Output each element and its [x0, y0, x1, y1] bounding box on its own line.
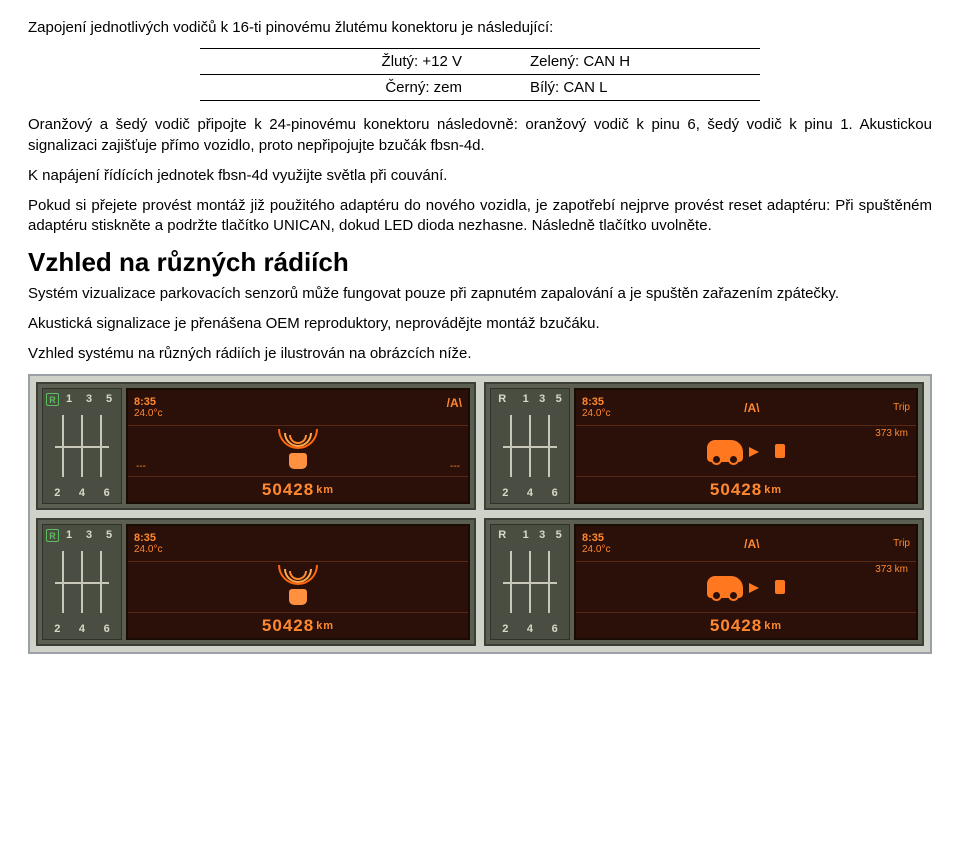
- parking-sensor-icon: [273, 429, 323, 474]
- clock-value: 8:35: [134, 396, 162, 408]
- odometer-value: 50428: [710, 480, 762, 500]
- paragraph: Pokud si přejete provést montáž již použ…: [28, 196, 932, 237]
- radio-display: 8:35 24.0°c /A\ --- --- 504: [126, 388, 470, 504]
- odometer-value: 50428: [710, 616, 762, 636]
- car-icon: [707, 440, 743, 462]
- gear-num: 2: [502, 623, 508, 635]
- gear-num: 2: [54, 623, 60, 635]
- gear-num: 6: [552, 487, 558, 499]
- paragraph: Oranžový a šedý vodič připojte k 24-pino…: [28, 115, 932, 156]
- gear-num: 6: [104, 623, 110, 635]
- dash-panel: R 1 3 5 2 4 6: [36, 518, 476, 646]
- clock-value: 8:35: [582, 532, 610, 544]
- odometer-unit: km: [764, 620, 782, 632]
- odometer-value: 50428: [262, 480, 314, 500]
- gear-num: 4: [79, 623, 85, 635]
- clock-value: 8:35: [134, 532, 162, 544]
- arrow-icon: [749, 444, 769, 458]
- gear-pattern-icon: [53, 407, 111, 485]
- wire-cell: Žlutý: +12 V: [200, 49, 480, 75]
- status-icon: /A\: [447, 396, 462, 410]
- gear-indicator: R 1 3 5 2 4 6: [42, 388, 122, 504]
- car-icon: [707, 576, 743, 598]
- dashboard-illustrations: R 1 3 5 2 4 6: [28, 374, 932, 654]
- wire-cell: Bílý: CAN L: [480, 75, 760, 101]
- odometer-value: 50428: [262, 616, 314, 636]
- paragraph: K napájení řídících jednotek fbsn-4d vyu…: [28, 166, 932, 186]
- sensor-distance: ---: [136, 461, 146, 472]
- radio-display: 8:35 24.0°c /A\ Trip 373 km: [574, 388, 918, 504]
- dash-panel: R 1 3 5 2 4 6: [484, 382, 924, 510]
- trip-label: Trip: [893, 538, 910, 549]
- odometer-unit: km: [316, 484, 334, 496]
- gear-indicator: R 1 3 5 2 4 6: [42, 524, 122, 640]
- gear-num: 1: [523, 393, 529, 405]
- wire-table: Žlutý: +12 V Zelený: CAN H Černý: zem Bí…: [200, 48, 760, 101]
- gear-indicator: R 1 3 5 2 4 6: [490, 524, 570, 640]
- dash-panel: R 1 3 5 2 4 6: [484, 518, 924, 646]
- gear-num: 3: [86, 529, 92, 541]
- gear-num: 4: [527, 623, 533, 635]
- table-row: Žlutý: +12 V Zelený: CAN H: [200, 49, 760, 75]
- gear-num: 5: [106, 393, 112, 405]
- gear-num: 5: [106, 529, 112, 541]
- gear-pattern-icon: [501, 543, 559, 621]
- trip-distance: 373 km: [875, 564, 908, 575]
- gear-num: 2: [54, 487, 60, 499]
- temp-value: 24.0°c: [582, 408, 610, 419]
- table-row: Černý: zem Bílý: CAN L: [200, 75, 760, 101]
- gear-num: 6: [104, 487, 110, 499]
- status-icon: /A\: [744, 537, 759, 551]
- reverse-icon: R: [46, 529, 59, 542]
- gear-num: 2: [502, 487, 508, 499]
- reverse-label: R: [498, 393, 512, 405]
- dash-row: R 1 3 5 2 4 6: [36, 382, 924, 510]
- paragraph: Akustická signalizace je přenášena OEM r…: [28, 314, 932, 334]
- paragraph: Vzhled systému na různých rádiích je ilu…: [28, 344, 932, 364]
- temp-value: 24.0°c: [134, 544, 162, 555]
- gear-num: 1: [66, 393, 72, 405]
- gear-num: 5: [556, 529, 562, 541]
- wire-cell: Černý: zem: [200, 75, 480, 101]
- gear-pattern-icon: [53, 543, 111, 621]
- intro-text: Zapojení jednotlivých vodičů k 16-ti pin…: [28, 18, 932, 38]
- trip-distance: 373 km: [875, 428, 908, 439]
- gear-num: 5: [556, 393, 562, 405]
- clock-value: 8:35: [582, 396, 610, 408]
- radio-display: 8:35 24.0°c /A\ Trip 373 km: [574, 524, 918, 640]
- odometer-unit: km: [316, 620, 334, 632]
- gear-num: 1: [523, 529, 529, 541]
- gear-num: 4: [527, 487, 533, 499]
- gear-num: 6: [552, 623, 558, 635]
- section-heading: Vzhled na různých rádiích: [28, 247, 932, 278]
- gear-num: 3: [539, 529, 545, 541]
- gear-num: 4: [79, 487, 85, 499]
- gear-indicator: R 1 3 5 2 4 6: [490, 388, 570, 504]
- gear-num: 3: [539, 393, 545, 405]
- dash-panel: R 1 3 5 2 4 6: [36, 382, 476, 510]
- paragraph: Systém vizualizace parkovacích senzorů m…: [28, 284, 932, 304]
- temp-value: 24.0°c: [134, 408, 162, 419]
- gear-num: 1: [66, 529, 72, 541]
- fuel-pump-icon: [775, 444, 785, 458]
- status-icon: /A\: [744, 401, 759, 415]
- reverse-label: R: [498, 529, 512, 541]
- wire-cell: Zelený: CAN H: [480, 49, 760, 75]
- gear-num: 3: [86, 393, 92, 405]
- temp-value: 24.0°c: [582, 544, 610, 555]
- dash-row: R 1 3 5 2 4 6: [36, 518, 924, 646]
- radio-display: 8:35 24.0°c 50428 km: [126, 524, 470, 640]
- parking-sensor-icon: [273, 565, 323, 610]
- sensor-distance: ---: [450, 461, 460, 472]
- arrow-icon: [749, 580, 769, 594]
- trip-label: Trip: [893, 402, 910, 413]
- gear-pattern-icon: [501, 407, 559, 485]
- reverse-icon: R: [46, 393, 59, 406]
- fuel-pump-icon: [775, 580, 785, 594]
- odometer-unit: km: [764, 484, 782, 496]
